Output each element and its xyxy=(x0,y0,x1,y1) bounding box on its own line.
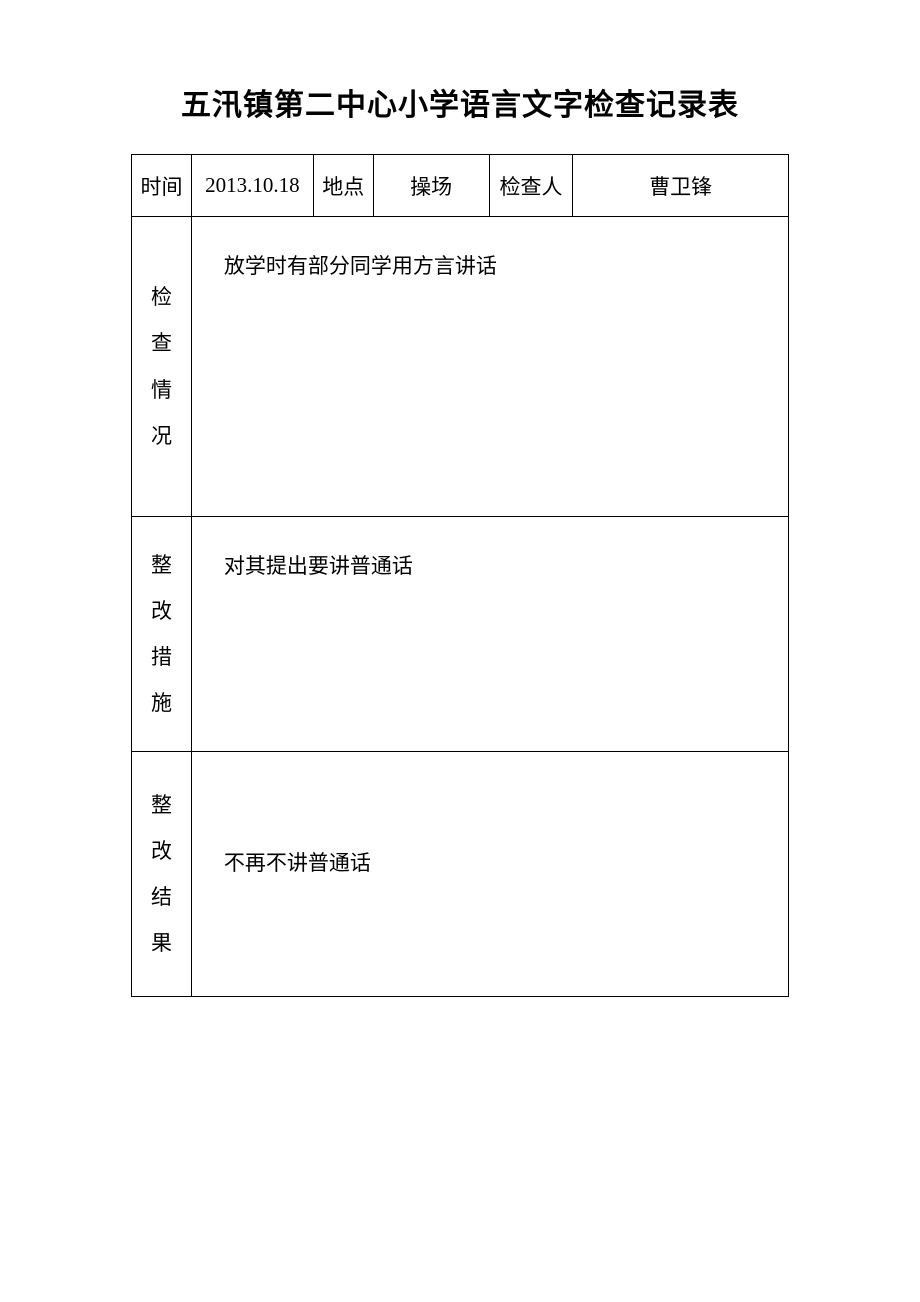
inspector-label: 检查人 xyxy=(489,155,573,217)
situation-row: 检 查 情 况 放学时有部分同学用方言讲话 xyxy=(132,217,789,517)
situation-label-char: 检 xyxy=(132,274,191,320)
measures-label: 整 改 措 施 xyxy=(132,517,192,752)
situation-content: 放学时有部分同学用方言讲话 xyxy=(191,217,788,517)
result-label-char: 结 xyxy=(132,874,191,920)
location-label: 地点 xyxy=(313,155,373,217)
result-label: 整 改 结 果 xyxy=(132,752,192,997)
measures-row: 整 改 措 施 对其提出要讲普通话 xyxy=(132,517,789,752)
inspector-value: 曹卫锋 xyxy=(573,155,789,217)
time-label: 时间 xyxy=(132,155,192,217)
inspection-table: 时间 2013.10.18 地点 操场 检查人 曹卫锋 检 查 情 况 放学时有… xyxy=(131,154,789,997)
measures-label-char: 施 xyxy=(132,680,191,726)
result-row: 整 改 结 果 不再不讲普通话 xyxy=(132,752,789,997)
measures-label-char: 整 xyxy=(132,542,191,588)
situation-label-char: 情 xyxy=(132,367,191,413)
result-label-char: 改 xyxy=(132,828,191,874)
measures-content: 对其提出要讲普通话 xyxy=(191,517,788,752)
result-label-char: 整 xyxy=(132,782,191,828)
result-label-char: 果 xyxy=(132,920,191,966)
header-row: 时间 2013.10.18 地点 操场 检查人 曹卫锋 xyxy=(132,155,789,217)
time-value: 2013.10.18 xyxy=(191,155,313,217)
measures-label-char: 措 xyxy=(132,634,191,680)
location-value: 操场 xyxy=(373,155,489,217)
measures-label-char: 改 xyxy=(132,588,191,634)
situation-label-char: 况 xyxy=(132,413,191,459)
situation-label: 检 查 情 况 xyxy=(132,217,192,517)
situation-label-char: 查 xyxy=(132,320,191,366)
page-title: 五汛镇第二中心小学语言文字检查记录表 xyxy=(0,80,920,124)
result-content: 不再不讲普通话 xyxy=(191,752,788,997)
